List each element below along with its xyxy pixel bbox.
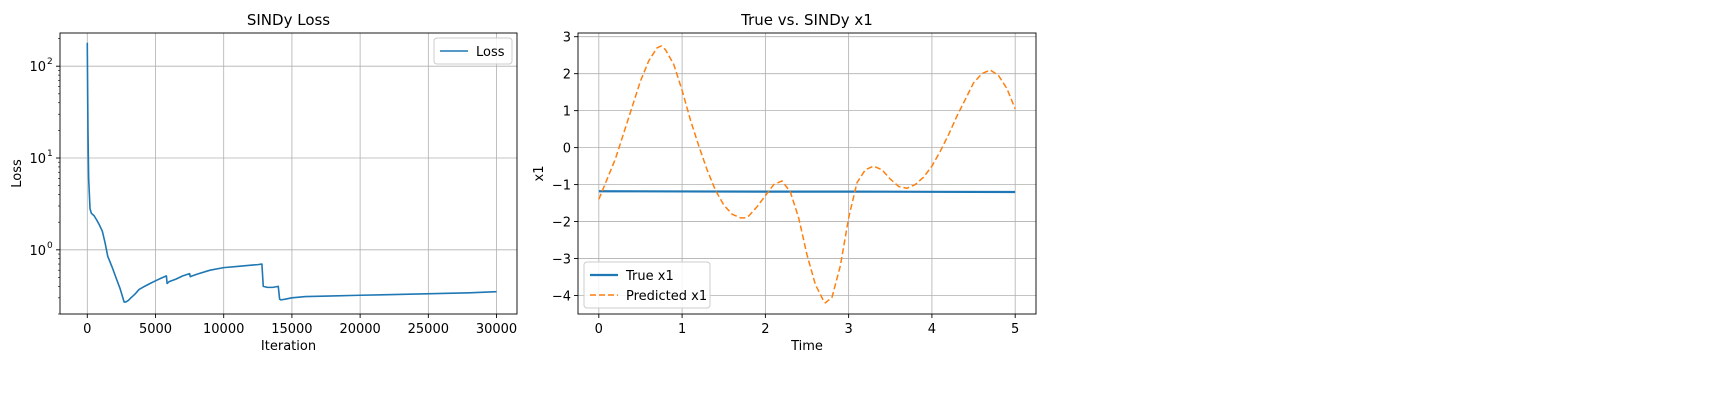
y-tick-label: 2 [563,68,571,83]
x-tick-label: 10000 [203,322,244,337]
y-axis-label: Loss [10,159,25,188]
x-tick-label: 20000 [339,322,380,337]
y-tick-label: 3 [563,31,571,46]
y-tick-label: −3 [552,253,571,268]
y-tick-label: 10 [29,152,46,167]
legend: Loss [433,37,513,65]
legend: True x1 Predicted x1 [583,261,711,309]
x-tick-label: 30000 [476,322,517,337]
y-tick-label: −2 [552,216,571,231]
x-tick-label: 15000 [271,322,312,337]
x-axis-label: Iteration [261,339,316,354]
y-tick-exponent: 0 [47,241,53,251]
y-tick-label: 10 [29,60,46,75]
x-tick-label: 0 [595,322,603,337]
x-tick-label: 25000 [408,322,449,337]
y-tick-exponent: 1 [47,149,53,159]
x-tick-label: 5000 [139,322,172,337]
legend-label: Loss [476,45,505,60]
series-line-1 [598,190,1016,194]
x1-comparison-chart: 0 1 2 3 4 5 −4 −3 −2 −1 0 1 2 3 True vs. SINDy x1 Time x… [532,11,1037,354]
x-tick-label: 0 [83,322,91,337]
chart-title: True vs. SINDy x1 [740,11,873,29]
legend-label: True x1 [625,269,674,284]
axes-frame [59,32,518,315]
x-tick-label: 4 [928,322,936,337]
series-line-2 [598,45,1016,304]
legend-box [433,37,513,65]
y-tick-label: 10 [29,244,46,259]
y-tick-label: −1 [552,179,571,194]
x-axis-label: Time [790,339,823,354]
y-tick-label: −4 [552,290,571,305]
legend-box [583,261,711,309]
x-tick-label: 1 [678,322,686,337]
y-tick-label: 1 [563,105,571,120]
series-line-1 [86,42,497,303]
y-tick-label: 0 [563,142,571,157]
y-axis-label: x1 [532,166,547,182]
axes-frame [577,32,1037,315]
x-tick-label: 5 [1011,322,1019,337]
x-tick-label: 3 [844,322,852,337]
x-tick-label: 2 [761,322,769,337]
y-tick-exponent: 2 [47,57,53,67]
legend-label: Predicted x1 [626,289,707,304]
chart-title: SINDy Loss [247,11,330,29]
